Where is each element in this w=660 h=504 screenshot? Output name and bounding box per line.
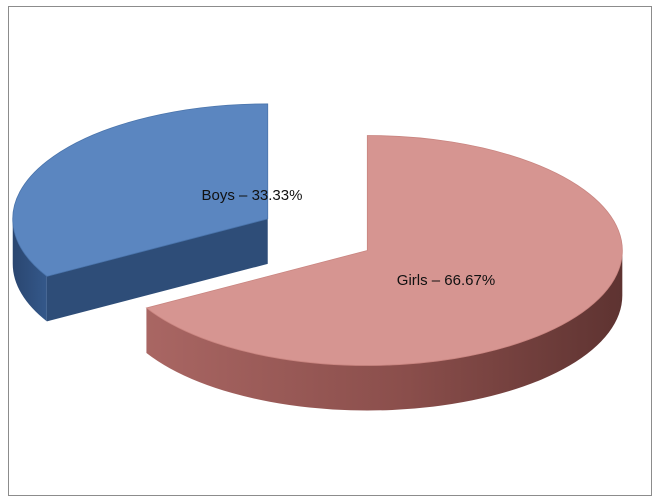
- labels-layer: Boys – 33.33% Girls – 66.67%: [202, 187, 496, 289]
- slice-rim: [146, 250, 623, 411]
- pie-slice-girls: [145, 135, 623, 411]
- slice-label-boys: Boys – 33.33%: [202, 187, 303, 204]
- slice-cut-face-start: [46, 218, 268, 322]
- slices-layer: [12, 103, 623, 411]
- slice-top-face: [12, 103, 269, 277]
- slice-label-girls: Girls – 66.67%: [397, 272, 495, 289]
- slice-top-face: [145, 135, 623, 366]
- slice-rim: [12, 218, 47, 322]
- pie-slice-boys: [12, 103, 269, 322]
